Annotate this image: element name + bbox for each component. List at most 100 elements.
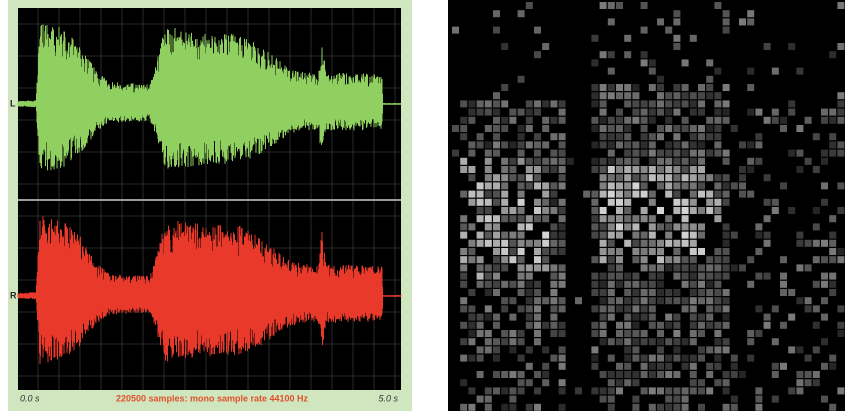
spectrogram-cell bbox=[755, 396, 762, 403]
spectrogram-cell bbox=[690, 305, 697, 312]
spectrogram-cell bbox=[706, 281, 713, 288]
spectrogram-cell bbox=[755, 109, 762, 116]
spectrogram-cell bbox=[518, 76, 525, 83]
spectrogram-cell bbox=[641, 141, 648, 148]
spectrogram-cell bbox=[624, 84, 631, 91]
spectrogram-cell bbox=[591, 322, 598, 329]
spectrogram-cell bbox=[559, 158, 566, 165]
spectrogram-cell bbox=[772, 338, 779, 345]
spectrogram-cell bbox=[567, 158, 574, 165]
spectrogram-cell bbox=[632, 223, 639, 230]
spectrogram-cell bbox=[485, 281, 492, 288]
spectrogram-cell bbox=[624, 223, 631, 230]
spectrogram-cell bbox=[468, 256, 475, 263]
spectrogram-cell bbox=[665, 100, 672, 107]
spectrogram-cell bbox=[468, 314, 475, 321]
spectrogram-cell bbox=[493, 338, 500, 345]
spectrogram-cell bbox=[518, 387, 525, 394]
spectrogram-cell bbox=[616, 133, 623, 140]
spectrogram-cell bbox=[518, 199, 525, 206]
spectrogram-cell bbox=[591, 207, 598, 214]
spectrogram-cell bbox=[755, 305, 762, 312]
spectrogram-cell bbox=[575, 387, 582, 394]
spectrogram-cell bbox=[706, 371, 713, 378]
spectrogram-cell bbox=[493, 232, 500, 239]
spectrogram-cell bbox=[788, 43, 795, 50]
spectrogram-cell bbox=[534, 371, 541, 378]
spectrogram-cell bbox=[641, 51, 648, 58]
spectrogram-cell bbox=[526, 215, 533, 222]
spectrogram-cell bbox=[665, 182, 672, 189]
spectrogram-cell bbox=[698, 273, 705, 280]
spectrogram-cell bbox=[657, 330, 664, 337]
spectrogram-cell bbox=[772, 363, 779, 370]
spectrogram-cell bbox=[796, 232, 803, 239]
spectrogram-cell bbox=[616, 191, 623, 198]
spectrogram-cell bbox=[534, 281, 541, 288]
spectrogram-cell bbox=[764, 273, 771, 280]
spectrogram-cell bbox=[501, 166, 508, 173]
spectrogram-cell bbox=[706, 117, 713, 124]
spectrogram-cell bbox=[526, 141, 533, 148]
spectrogram-cell bbox=[600, 125, 607, 132]
spectrogram-cell bbox=[509, 248, 516, 255]
spectrogram-cell bbox=[731, 355, 738, 362]
spectrogram-cell bbox=[682, 125, 689, 132]
spectrogram-cell bbox=[747, 191, 754, 198]
spectrogram-cell bbox=[591, 215, 598, 222]
spectrogram-cell bbox=[657, 158, 664, 165]
spectrogram-cell bbox=[493, 125, 500, 132]
spectrogram-cell bbox=[600, 371, 607, 378]
spectrogram-cell bbox=[509, 387, 516, 394]
spectrogram-cell bbox=[665, 371, 672, 378]
spectrogram-cell bbox=[649, 248, 656, 255]
spectrogram-cell bbox=[501, 330, 508, 337]
spectrogram-cell bbox=[501, 191, 508, 198]
spectrogram-cell bbox=[550, 264, 557, 271]
spectrogram-cell bbox=[796, 264, 803, 271]
spectrogram-cell bbox=[509, 338, 516, 345]
spectrogram-cell bbox=[772, 396, 779, 403]
spectrogram-cell bbox=[690, 92, 697, 99]
spectrogram-cell bbox=[641, 314, 648, 321]
spectrogram-cell bbox=[747, 84, 754, 91]
spectrogram-cell bbox=[550, 207, 557, 214]
spectrogram-cell bbox=[698, 174, 705, 181]
spectrogram-cell bbox=[657, 404, 664, 411]
spectrogram-cell bbox=[509, 117, 516, 124]
spectrogram-cell bbox=[649, 158, 656, 165]
spectrogram-cell bbox=[706, 256, 713, 263]
spectrogram-cell bbox=[493, 199, 500, 206]
spectrogram-cell bbox=[657, 92, 664, 99]
spectrogram-cell bbox=[731, 396, 738, 403]
spectrogram-cell bbox=[821, 182, 828, 189]
spectrogram-cell bbox=[526, 125, 533, 132]
spectrogram-cell bbox=[649, 289, 656, 296]
spectrogram-cell bbox=[616, 297, 623, 304]
spectrogram-cell bbox=[518, 207, 525, 214]
spectrogram-cell bbox=[706, 273, 713, 280]
spectrogram-cell bbox=[747, 355, 754, 362]
spectrogram-cell bbox=[477, 346, 484, 353]
spectrogram-cell bbox=[682, 305, 689, 312]
spectrogram-cell bbox=[829, 232, 836, 239]
spectrogram-cell bbox=[485, 346, 492, 353]
spectrogram-cell bbox=[501, 387, 508, 394]
spectrogram-cell bbox=[460, 133, 467, 140]
spectrogram-cell bbox=[616, 174, 623, 181]
spectrogram-cell bbox=[493, 281, 500, 288]
spectrogram-cell bbox=[731, 125, 738, 132]
spectrogram-cell bbox=[559, 232, 566, 239]
spectrogram-cell bbox=[706, 346, 713, 353]
spectrogram-cell bbox=[673, 223, 680, 230]
spectrogram-cell bbox=[616, 2, 623, 9]
spectrogram-cell bbox=[624, 125, 631, 132]
spectrogram-cell bbox=[624, 305, 631, 312]
spectrogram-cell bbox=[509, 297, 516, 304]
spectrogram-cell bbox=[591, 289, 598, 296]
spectrogram-cell bbox=[698, 92, 705, 99]
spectrogram-cell bbox=[649, 232, 656, 239]
spectrogram-cell bbox=[788, 346, 795, 353]
spectrogram-cell bbox=[608, 338, 615, 345]
spectrogram-cell bbox=[780, 289, 787, 296]
